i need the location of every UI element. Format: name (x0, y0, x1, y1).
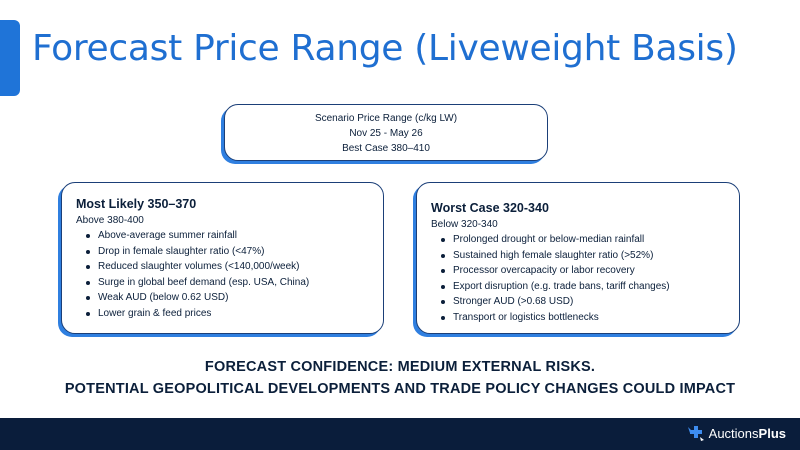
confidence-line-1: FORECAST CONFIDENCE: MEDIUM EXTERNAL RIS… (204, 359, 596, 375)
worst-case-title: Worst Case 320-340 (431, 201, 549, 215)
footer-bar: AuctionsPlus (0, 418, 800, 450)
factor-item: Export disruption (e.g. trade bans, tari… (441, 279, 739, 295)
scenario-heading: Scenario Price Range (c/kg LW) (314, 113, 458, 124)
auctionsplus-logo-icon (687, 426, 704, 441)
worst-case-factor-list: Prolonged drought or below-median rainfa… (431, 232, 739, 325)
factor-item: Transport or logistics bottlenecks (441, 310, 739, 326)
factor-item: Processor overcapacity or labor recovery (441, 263, 739, 279)
slide-title: Forecast Price Range (Liveweight Basis) (32, 28, 738, 69)
worst-case-subtitle: Below 320-340 (431, 219, 498, 230)
scenario-best-case: Best Case 380–410 (342, 143, 430, 154)
factor-item: Prolonged drought or below-median rainfa… (441, 232, 739, 248)
factor-item: Drop in female slaughter ratio (<47%) (86, 244, 383, 260)
auctionsplus-logo-text: AuctionsPlus (708, 425, 786, 441)
factor-item: Weak AUD (below 0.62 USD) (86, 290, 383, 306)
auctionsplus-logo[interactable]: AuctionsPlus (686, 424, 786, 442)
most-likely-factor-list: Above-average summer rainfall Drop in fe… (76, 228, 383, 321)
factor-item: Above-average summer rainfall (86, 228, 383, 244)
confidence-line-2: POTENTIAL GEOPOLITICAL DEVELOPMENTS AND … (64, 381, 736, 397)
most-likely-card: Most Likely 350–370 Above 380-400 Above-… (61, 182, 384, 334)
factor-item: Stronger AUD (>0.68 USD) (441, 294, 739, 310)
factor-item: Lower grain & feed prices (86, 306, 383, 322)
forecast-confidence: FORECAST CONFIDENCE: MEDIUM EXTERNAL RIS… (0, 356, 800, 400)
scenario-period: Nov 25 - May 26 (349, 128, 423, 139)
accent-tab (0, 20, 20, 96)
factor-item: Reduced slaughter volumes (<140,000/week… (86, 259, 383, 275)
most-likely-title: Most Likely 350–370 (76, 197, 197, 211)
factor-item: Sustained high female slaughter ratio (>… (441, 248, 739, 264)
worst-case-card: Worst Case 320-340 Below 320-340 Prolong… (416, 182, 740, 334)
factor-item: Surge in global beef demand (esp. USA, C… (86, 275, 383, 291)
scenario-box: Scenario Price Range (c/kg LW) Nov 25 - … (224, 104, 548, 161)
most-likely-subtitle: Above 380-400 (76, 215, 144, 226)
